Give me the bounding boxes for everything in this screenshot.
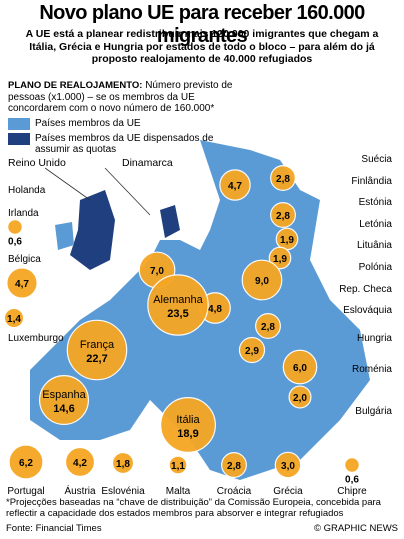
value-label: 1,8 <box>116 459 130 470</box>
source: Fonte: Financial Times <box>6 523 102 534</box>
value-label: 14,6 <box>53 403 74 415</box>
value-circle <box>66 319 128 381</box>
value-label: 4,8 <box>208 304 222 315</box>
value-circle <box>219 169 251 201</box>
legend: Plano de Realojamento: Número previsto d… <box>8 80 243 156</box>
leader-line <box>104 167 151 216</box>
value-label: 6,2 <box>19 458 33 469</box>
value-circle <box>7 219 23 235</box>
legend-description: Número previsto de pessoas (x1.000) – se… <box>8 80 233 114</box>
legend-label: Países membros da UE <box>35 117 141 129</box>
value-circle <box>111 451 135 475</box>
country-name: Chipre <box>337 486 367 497</box>
country-name: Hungria <box>357 333 392 344</box>
value-label: 4,7 <box>228 181 242 192</box>
value-circle <box>39 375 89 425</box>
country-name: Croácia <box>217 486 252 497</box>
value-circle <box>268 246 292 270</box>
legend-item: Países membros da UE dispensados de assu… <box>8 132 243 156</box>
value-label: 2,8 <box>276 174 290 185</box>
country-name: Áustria <box>64 484 96 497</box>
subtitle: A UE está a planear redistribuir mais 12… <box>25 28 379 65</box>
country-name: Malta <box>166 486 191 497</box>
country-name: Alemanha <box>153 294 203 306</box>
value-label: 4,7 <box>15 279 29 290</box>
country-name: Holanda <box>8 185 46 196</box>
value-circle <box>238 336 266 364</box>
country-name: Eslovénia <box>101 486 145 497</box>
country-name: Suécia <box>361 154 392 165</box>
footnote: *Projecções baseadas na “chave de distri… <box>6 497 381 519</box>
value-circle <box>241 259 283 301</box>
country-name: Itália <box>176 414 200 426</box>
country-name: Portugal <box>7 486 44 497</box>
country-name: Letónia <box>359 219 392 230</box>
value-circle <box>255 313 281 339</box>
value-circle <box>168 455 188 475</box>
value-label: 6,0 <box>293 363 307 374</box>
value-label: 0,6 <box>345 474 359 485</box>
value-circle <box>274 451 302 479</box>
value-circle <box>3 307 25 329</box>
denmark-land <box>160 205 180 238</box>
uk-land <box>70 190 115 270</box>
legend-label: Países membros da UE dispensados de assu… <box>35 132 214 156</box>
country-name: Polónia <box>359 262 393 273</box>
country-name: Luxemburgo <box>8 333 64 344</box>
value-label: 1,9 <box>273 254 287 265</box>
country-name: Espanha <box>42 389 86 401</box>
country-name: França <box>80 339 115 351</box>
country-name: Dinamarca <box>122 157 173 169</box>
legend-swatch <box>8 117 30 130</box>
value-label: 2,8 <box>276 211 290 222</box>
value-circle <box>288 385 312 409</box>
legend-swatch <box>8 132 30 145</box>
country-name: Bulgária <box>355 406 392 417</box>
country-name: Reino Unido <box>8 157 66 169</box>
value-label: 0,6 <box>8 236 22 247</box>
legend-heading: Plano de Realojamento: <box>8 80 143 91</box>
value-label: 2,8 <box>261 322 275 333</box>
value-circle <box>64 446 96 478</box>
value-label: 23,5 <box>167 308 188 320</box>
legend-item: Países membros da UE <box>8 117 243 130</box>
country-name: Lituânia <box>357 240 392 251</box>
country-name: Eslováquia <box>343 305 392 316</box>
value-circle <box>6 267 38 299</box>
country-name: Bélgica <box>8 254 41 265</box>
value-circle <box>147 274 209 336</box>
value-circle <box>8 444 44 480</box>
value-label: 2,8 <box>227 461 241 472</box>
country-name: Irlanda <box>8 208 39 219</box>
country-name: Grécia <box>273 486 303 497</box>
value-circle <box>270 165 296 191</box>
leader-line <box>44 167 91 201</box>
value-label: 2,9 <box>245 346 259 357</box>
value-label: 1,9 <box>280 235 294 246</box>
value-label: 4,2 <box>73 458 87 469</box>
value-label: 1,1 <box>171 461 185 472</box>
country-name: Roménia <box>352 364 392 375</box>
value-label: 18,9 <box>177 428 198 440</box>
country-name: Finlândia <box>351 176 392 187</box>
value-label: 1,4 <box>7 314 21 325</box>
value-label: 22,7 <box>86 353 107 365</box>
value-label: 9,0 <box>255 276 269 287</box>
legend-text: Plano de Realojamento: Número previsto d… <box>8 80 243 115</box>
title: Novo plano UE para receber 160.000 migra… <box>39 2 365 47</box>
value-label: 2,0 <box>293 393 307 404</box>
value-label: 3,0 <box>281 461 295 472</box>
value-circle <box>160 397 216 453</box>
credit: © GRAPHIC NEWS <box>313 523 398 534</box>
ireland-land <box>55 222 74 250</box>
value-circle <box>344 457 360 473</box>
value-label: 7,0 <box>150 266 164 277</box>
value-circle <box>282 349 318 385</box>
value-circle <box>270 202 296 228</box>
country-name: Rep. Checa <box>339 284 392 295</box>
value-circle <box>221 452 247 478</box>
country-name: Estónia <box>359 197 393 208</box>
